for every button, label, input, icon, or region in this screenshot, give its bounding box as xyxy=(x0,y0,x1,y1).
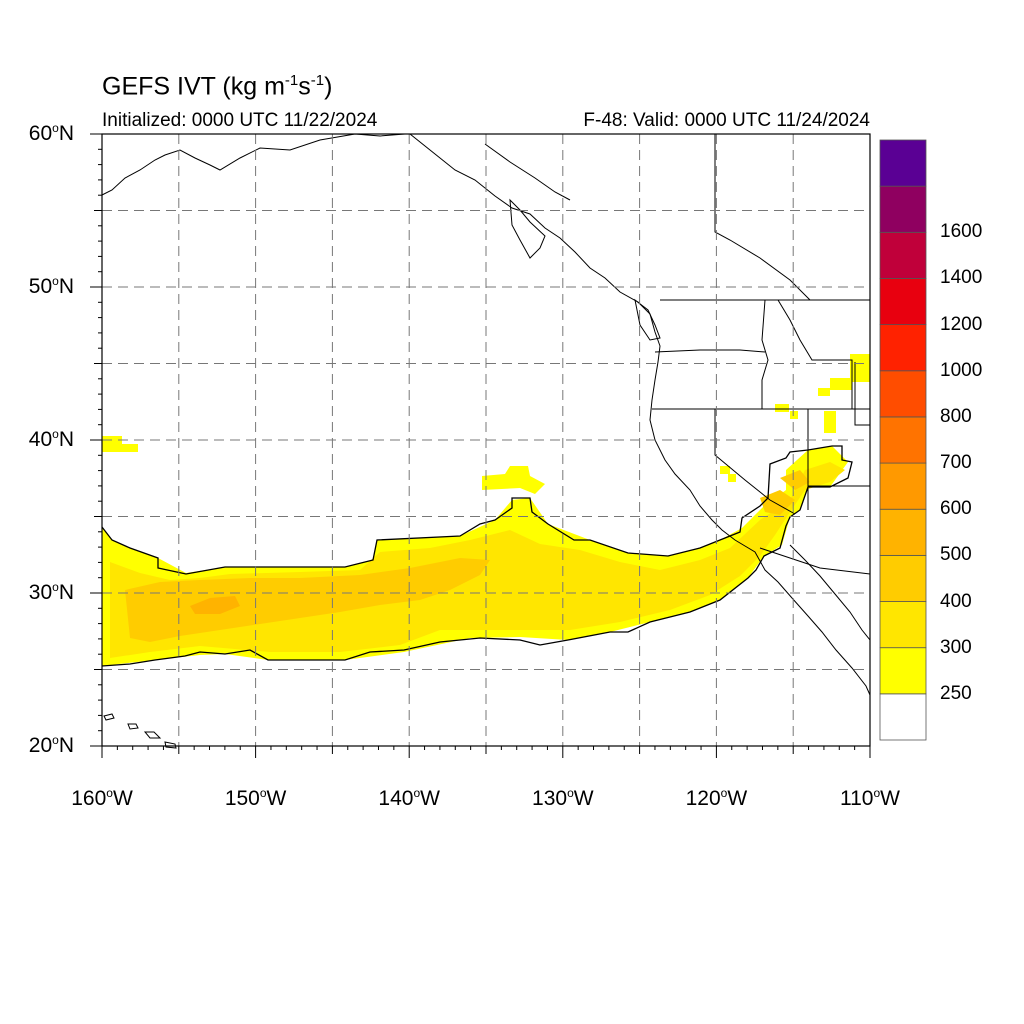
colorbar-label: 1000 xyxy=(940,359,983,381)
latitude-label: 50oN xyxy=(28,274,74,298)
ivt-patch xyxy=(120,444,138,452)
ivt-patch xyxy=(824,411,836,433)
alaska-coastline xyxy=(101,133,406,196)
longitude-label: 160oW xyxy=(71,786,133,810)
ivt-patch xyxy=(818,388,830,396)
colorbar-swatch xyxy=(879,601,927,649)
colorbar-swatch xyxy=(879,370,927,418)
washington-oregon-border xyxy=(654,349,766,353)
longitude-label: 120oW xyxy=(685,786,748,810)
ivt-patch xyxy=(850,354,870,382)
ivt-patch xyxy=(102,436,122,452)
wyoming-box xyxy=(854,362,870,426)
montana-border xyxy=(777,299,853,409)
north-america-coastline xyxy=(409,133,871,696)
ivt-patch xyxy=(720,466,730,474)
canada-interior-border xyxy=(714,134,811,301)
colorbar-label: 700 xyxy=(940,452,972,474)
valid-time-label: F-48: Valid: 0000 UTC 11/24/2024 xyxy=(583,110,870,131)
colorbar-label: 500 xyxy=(940,544,972,566)
colorbar-label: 250 xyxy=(940,682,972,704)
colorbar-swatch xyxy=(879,693,927,741)
graticule xyxy=(102,134,870,746)
longitude-label: 130oW xyxy=(532,786,594,810)
alaska-canada-border xyxy=(484,143,571,201)
colorbar-swatch xyxy=(879,554,927,602)
ivt-500-band xyxy=(190,596,240,614)
colorbar-label: 1200 xyxy=(940,313,983,335)
colorbar-swatch xyxy=(879,278,927,326)
colorbar-label: 1400 xyxy=(940,267,983,289)
colorbar-swatch xyxy=(879,231,927,279)
latitude-label: 40oN xyxy=(28,427,74,451)
latitude-label: 30oN xyxy=(28,580,74,604)
initialized-label: Initialized: 0000 UTC 11/22/2024 xyxy=(102,110,378,131)
colorbar-swatch xyxy=(879,185,927,233)
latitude-label: 20oN xyxy=(28,733,74,757)
ivt-contour xyxy=(101,445,853,667)
ivt-400-band xyxy=(125,470,810,642)
colorbar xyxy=(879,139,927,741)
ivt-patch xyxy=(482,466,545,494)
colorbar-swatch xyxy=(879,139,927,187)
colorbar-swatch xyxy=(879,416,927,464)
coastlines xyxy=(101,133,871,749)
gulf-of-california-coast xyxy=(789,544,871,641)
axis-ticks xyxy=(90,133,871,758)
plot-title: GEFS IVT (kg m-1s-1) xyxy=(102,72,333,101)
longitude-label: 150oW xyxy=(224,786,287,810)
colorbar-swatch xyxy=(879,462,927,510)
latitude-label: 60oN xyxy=(28,121,74,145)
colorbar-label: 300 xyxy=(940,636,972,658)
colorbar-label: 1600 xyxy=(940,221,983,243)
idaho-border xyxy=(761,299,769,409)
ivt-patch xyxy=(775,404,789,412)
british-columbia-islands xyxy=(509,198,661,341)
colorbar-swatch xyxy=(879,508,927,556)
colorbar-swatch xyxy=(879,324,927,372)
ivt-patch xyxy=(830,378,852,390)
colorbar-label: 600 xyxy=(940,498,972,520)
colorbar-swatch xyxy=(879,647,927,695)
ivt-patch xyxy=(728,474,736,482)
colorbar-label: 400 xyxy=(940,590,972,612)
colorbar-label: 800 xyxy=(940,405,972,427)
mexico-border xyxy=(759,547,871,575)
hawaii-islands xyxy=(103,713,177,749)
longitude-label: 140oW xyxy=(378,786,440,810)
longitude-label: 110oW xyxy=(840,786,900,810)
map-frame-group xyxy=(90,133,871,758)
ivt-patch xyxy=(790,411,798,419)
